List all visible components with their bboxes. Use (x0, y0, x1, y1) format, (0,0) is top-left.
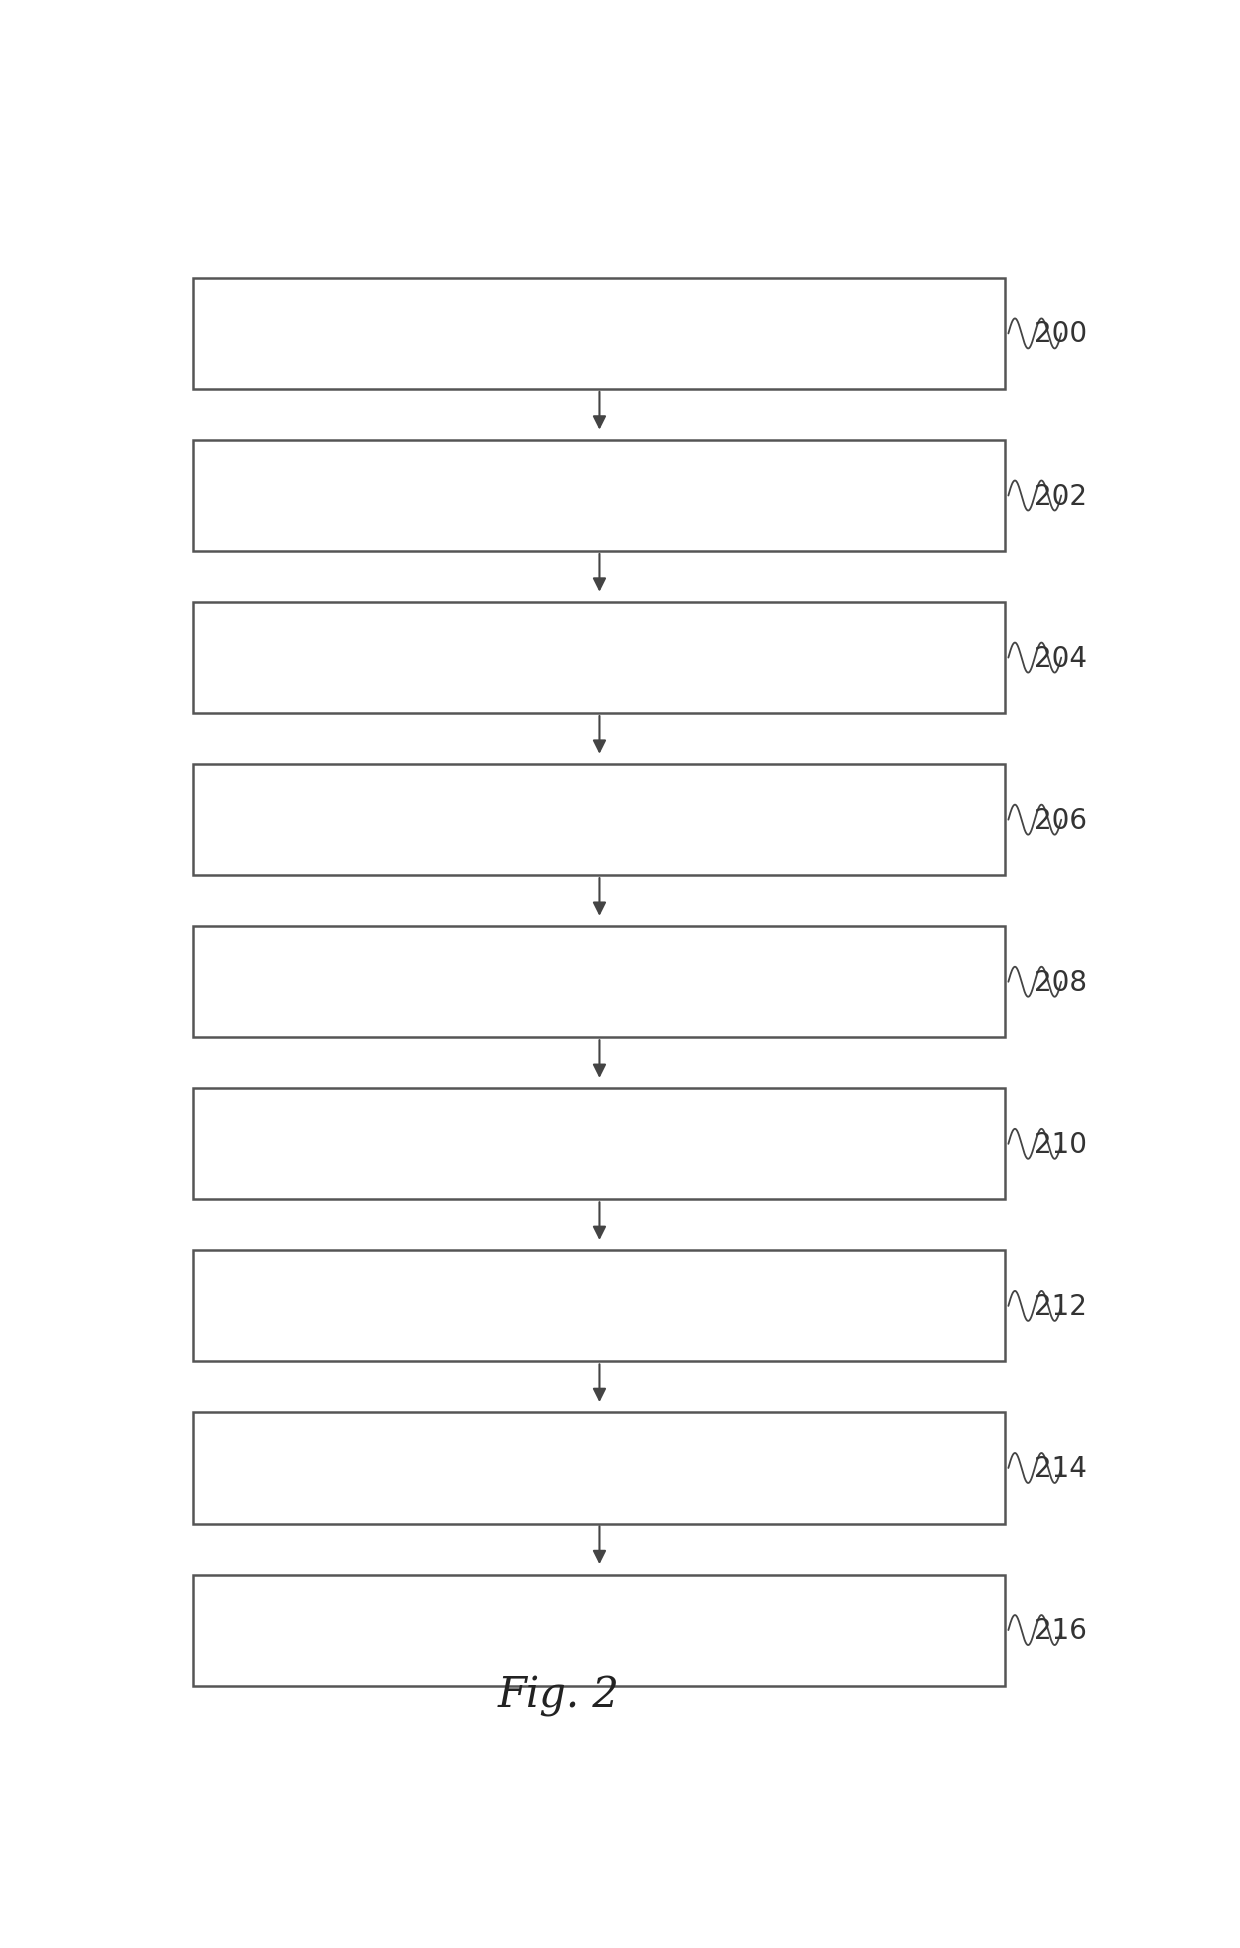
Text: 204: 204 (1034, 645, 1087, 672)
Bar (193, 440, 1006, 551)
Bar (193, 602, 1006, 713)
Bar (193, 1089, 1006, 1200)
Text: 208: 208 (1034, 968, 1087, 995)
Text: Fig. 2: Fig. 2 (497, 1673, 620, 1716)
Text: 200: 200 (1034, 319, 1087, 349)
Text: 212: 212 (1034, 1292, 1087, 1321)
Text: 206: 206 (1034, 806, 1087, 834)
Bar (193, 1251, 1006, 1362)
Text: 202: 202 (1034, 483, 1087, 510)
Bar (193, 279, 1006, 390)
Text: 216: 216 (1034, 1617, 1087, 1644)
Text: 214: 214 (1034, 1455, 1087, 1482)
Bar (193, 1412, 1006, 1523)
Bar (193, 1574, 1006, 1685)
Text: 210: 210 (1034, 1130, 1087, 1159)
Bar (193, 766, 1006, 877)
Bar (193, 927, 1006, 1038)
